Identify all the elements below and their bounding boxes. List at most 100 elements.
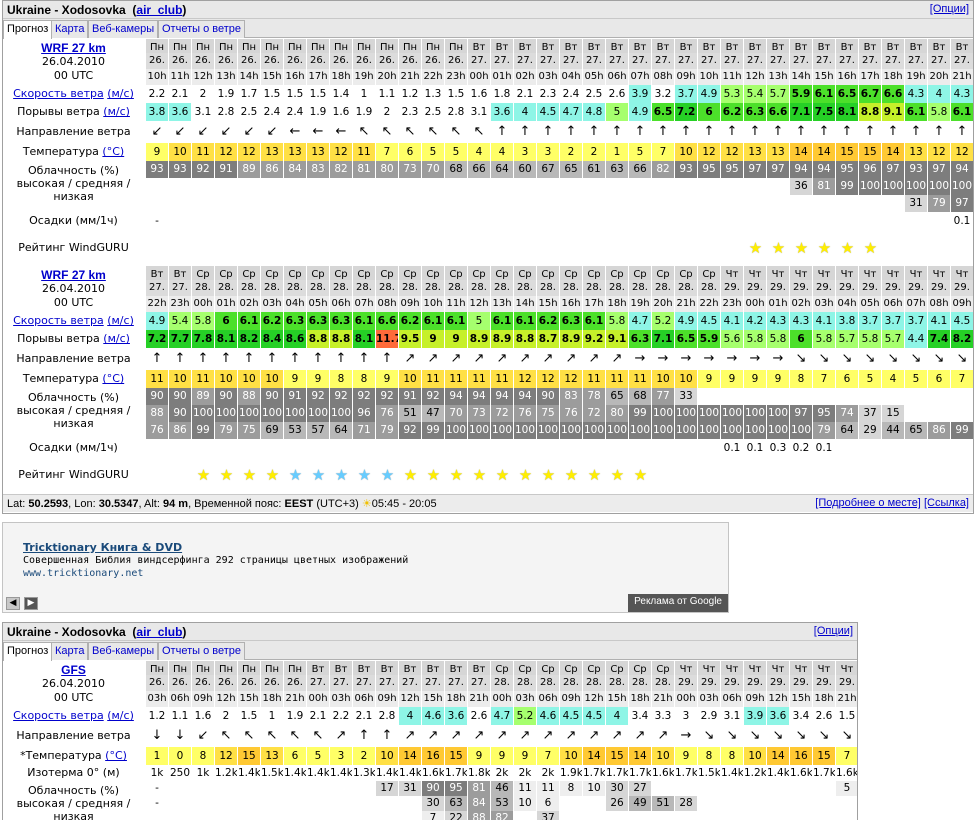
wind-direction-arrow-icon: ↙ (243, 124, 255, 139)
wind-speed-link[interactable]: Скорость ветра (13, 314, 104, 327)
rating-star-icon: ★ (311, 466, 326, 484)
temperature-cell: 3 (537, 143, 560, 161)
gfs-wind-direction-arrow-icon: ↖ (243, 728, 255, 743)
date-cell: 28. (376, 280, 399, 296)
gfs-wind-direction-arrow-icon: ↗ (496, 728, 508, 743)
wind-speed-link[interactable]: Скорость ветра (13, 87, 104, 100)
temperature-cell: 2 (583, 143, 606, 161)
cloud-cell: 95 (698, 161, 721, 178)
wind-gusts-cell: 3.6 (491, 103, 514, 121)
tab-forecast[interactable]: Прогноз (3, 20, 53, 39)
temperature-unit-link[interactable]: (°C) (102, 145, 125, 158)
more-about-spot-link[interactable]: [Подробнее о месте] (815, 497, 921, 509)
temperature-cell: 3 (514, 143, 537, 161)
hour-cell: 09h (744, 691, 767, 707)
gfs-temperature-cell: 3 (330, 747, 353, 765)
cloud-cell: 100 (675, 405, 698, 422)
wind-speed-cell: 4.5 (698, 312, 721, 330)
gfs-wind-speed-cell: 3.6 (767, 707, 790, 725)
options-link-2[interactable]: [Опции] (813, 625, 853, 637)
cloud-cell: 97 (744, 161, 767, 178)
cloud-cell (744, 796, 767, 811)
cloud-cell (905, 388, 928, 405)
wind-direction-arrow-icon: ↘ (933, 351, 945, 366)
temperature-unit-link[interactable]: (°C) (102, 372, 125, 385)
wind-direction-arrow-icon: ↑ (910, 124, 922, 139)
rating-star-icon: ★ (610, 466, 625, 484)
date-cell: 26. (215, 675, 238, 691)
precipitation-cell (169, 439, 192, 457)
cloud-cell: 100 (744, 422, 767, 439)
gfs-freezing-level-cell: 1.4k (330, 767, 353, 779)
tab-map-2[interactable]: Карта (51, 642, 89, 660)
ad-prev-icon[interactable]: ◀ (6, 597, 20, 610)
gfs-wind-speed-cell: 4 (399, 707, 422, 725)
day-cell: Вт (813, 39, 836, 57)
date-cell: 27. (882, 53, 905, 69)
wind-direction-arrow-icon: ↑ (289, 351, 301, 366)
day-cell: Ср (238, 266, 261, 284)
spot-title-2: Ukraine - Xodosovka (air_club) (7, 625, 187, 639)
tab-webcams[interactable]: Веб-камеры (88, 20, 159, 38)
date-cell: 29. (951, 280, 973, 296)
gfs-freezing-level-cell: 1.7k (813, 767, 836, 779)
wind-speed-unit-link[interactable]: (м/с) (107, 87, 134, 100)
spot-permalink[interactable]: [Ссылка] (923, 497, 969, 509)
tab-wind-reports-2[interactable]: Отчеты о ветре (158, 642, 245, 660)
wind-speed-unit-link[interactable]: (м/с) (107, 314, 134, 327)
cloud-cell: 46 (491, 781, 514, 796)
wind-direction-label: Направление ветра (16, 352, 131, 365)
options-link[interactable]: [Опции] (929, 3, 969, 15)
date-cell: 26. (261, 53, 284, 69)
spot-title: Ukraine - Xodosovka (air_club) (7, 3, 187, 17)
wind-speed-cell: 6.6 (376, 312, 399, 330)
temperature-cell: 12 (721, 143, 744, 161)
cloud-cell: 100 (606, 422, 629, 439)
date-cell: 28. (675, 280, 698, 296)
cloud-cell: 81 (468, 781, 491, 796)
model-name[interactable]: WRF 27 km (41, 41, 106, 55)
hour-cell: 08h (928, 296, 951, 312)
hour-cell: 12h (468, 296, 491, 312)
cloud-cell (813, 796, 836, 811)
club-link[interactable]: air_club (136, 3, 183, 17)
wind-gusts-unit-link[interactable]: (м/с) (103, 332, 130, 345)
wind-speed-cell: 1.1 (376, 85, 399, 103)
ad-url[interactable]: www.tricktionary.net (23, 568, 144, 579)
temperature-cell: 9 (721, 370, 744, 388)
day-cell: Пн (261, 39, 284, 57)
date-cell: 29. (767, 675, 790, 691)
cloud-cell: 57 (307, 422, 330, 439)
tab-map[interactable]: Карта (51, 20, 89, 38)
club-link-2[interactable]: air_club (136, 625, 183, 639)
gfs-wind-speed-link[interactable]: Скорость ветра (13, 709, 104, 722)
cloud-cell: 7 (422, 811, 445, 820)
date-cell: 28. (330, 280, 353, 296)
gfs-freezing-level-cell: 1.7k (629, 767, 652, 779)
tab-webcams-2[interactable]: Веб-камеры (88, 642, 159, 660)
wind-gusts-cell: 8.8 (859, 103, 882, 121)
hour-cell: 18h (445, 691, 468, 707)
cloud-cell (376, 195, 399, 212)
ads-by-google[interactable]: Реклама от Google (628, 594, 728, 612)
wind-direction-arrow-icon: ↘ (795, 351, 807, 366)
day-cell: Чт (767, 661, 790, 679)
gfs-wind-speed-unit-link[interactable]: (м/с) (107, 709, 134, 722)
cloud-cell: 11 (537, 781, 560, 796)
tab-forecast-2[interactable]: Прогноз (3, 642, 53, 661)
hour-cell: 18h (330, 69, 353, 85)
model-name[interactable]: GFS (61, 663, 86, 677)
ad-banner[interactable]: Tricktionary Книга & DVD Совершенная Биб… (2, 522, 729, 613)
day-cell: Вт (146, 266, 169, 284)
model-name[interactable]: WRF 27 km (41, 268, 106, 282)
ad-title[interactable]: Tricktionary Книга & DVD (23, 541, 183, 554)
cloud-cell: 92 (192, 161, 215, 178)
cloud-cell: 63 (606, 161, 629, 178)
wind-speed-label: Скорость ветра (м/с) (3, 312, 144, 330)
gfs-temperature-unit-link[interactable]: (°C) (105, 749, 127, 762)
wind-gusts-unit-link[interactable]: (м/с) (103, 105, 130, 118)
wind-direction-arrow-icon: ← (289, 124, 301, 139)
tab-wind-reports[interactable]: Отчеты о ветре (158, 20, 245, 38)
precipitation-cell (330, 439, 353, 457)
ad-next-icon[interactable]: ▶ (24, 597, 38, 610)
